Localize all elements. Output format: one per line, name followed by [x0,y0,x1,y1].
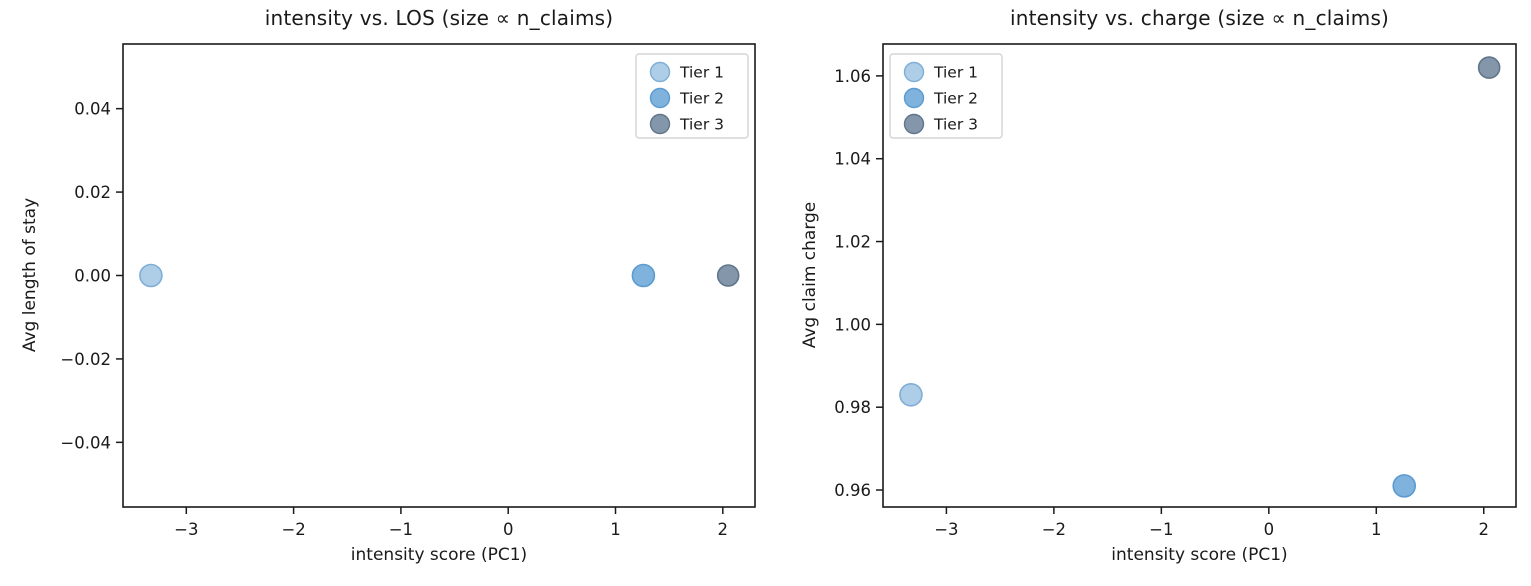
y-tick-label: 0.00 [74,267,111,286]
data-point-tier-2 [631,263,656,288]
legend-label: Tier 2 [933,90,978,108]
y-tick-label: 1.02 [834,233,871,252]
scatter-plot-los: −3 −2 −1 0 1 2 0.04 0.02 0.00 −0.02 −0.04 Tier 1 Tie… [60,43,756,539]
data-point-tier-1 [139,263,163,288]
y-tick-label: 1.06 [834,67,871,86]
legend-swatch-tier-2 [903,87,925,109]
x-tick-label: 1 [1371,520,1382,539]
chart-title: intensity vs. LOS (size ∝ n_claims) [264,6,614,30]
legend-label: Tier 1 [679,64,724,82]
chart-los: intensity vs. LOS (size ∝ n_claims) Avg … [20,6,756,565]
x-tick-label: −2 [1042,520,1066,539]
plot-border [882,43,1517,508]
y-tick-label: 1.04 [834,150,871,169]
x-tick-label: −1 [389,520,413,539]
x-tick-label: 2 [718,520,729,539]
legend-label: Tier 2 [679,90,724,108]
chart-title: intensity vs. charge (size ∝ n_claims) [1009,6,1390,30]
chart-charge: intensity vs. charge (size ∝ n_claims) A… [766,0,1531,586]
legend-swatch-tier-3 [649,113,671,135]
x-tick-label: −1 [1149,520,1173,539]
y-tick-label: 1.00 [834,315,871,334]
y-tick-label: 0.02 [74,183,111,202]
y-tick-label: 0.04 [74,100,111,119]
x-tick-label: 1 [610,520,621,539]
x-tick-label: 0 [503,520,514,539]
legend-swatch-tier-3 [903,113,925,135]
legend-swatch-tier-1 [903,61,925,83]
legend-label: Tier 3 [933,116,978,134]
legend-label: Tier 1 [933,64,978,82]
data-point-tier-2 [1392,474,1417,498]
data-point-tier-1 [899,382,923,407]
x-tick-label: −3 [174,520,198,539]
y-tick-label: −0.02 [60,350,111,369]
x-tick-label: −2 [281,520,305,539]
y-tick-label: −0.04 [60,433,111,452]
x-tick-label: 2 [1479,520,1490,539]
legend-swatch-tier-2 [649,87,671,109]
legend-swatch-tier-1 [649,61,671,83]
x-axis-label: intensity score (PC1) [350,545,528,565]
data-point-tier-3 [716,264,740,287]
x-tick-label: −3 [934,520,958,539]
y-tick-label: 0.96 [834,481,871,500]
legend-label: Tier 3 [679,116,724,134]
x-axis-label: intensity score (PC1) [1111,545,1288,565]
scatter-plot-charge: −3 −2 −1 0 1 2 0.96 0.98 1.00 1.02 1.04 1.06 Tier 1 T… [834,43,1517,539]
y-tick-label: 0.98 [834,398,871,417]
data-point-tier-3 [1477,56,1501,79]
x-tick-label: 0 [1264,520,1275,539]
